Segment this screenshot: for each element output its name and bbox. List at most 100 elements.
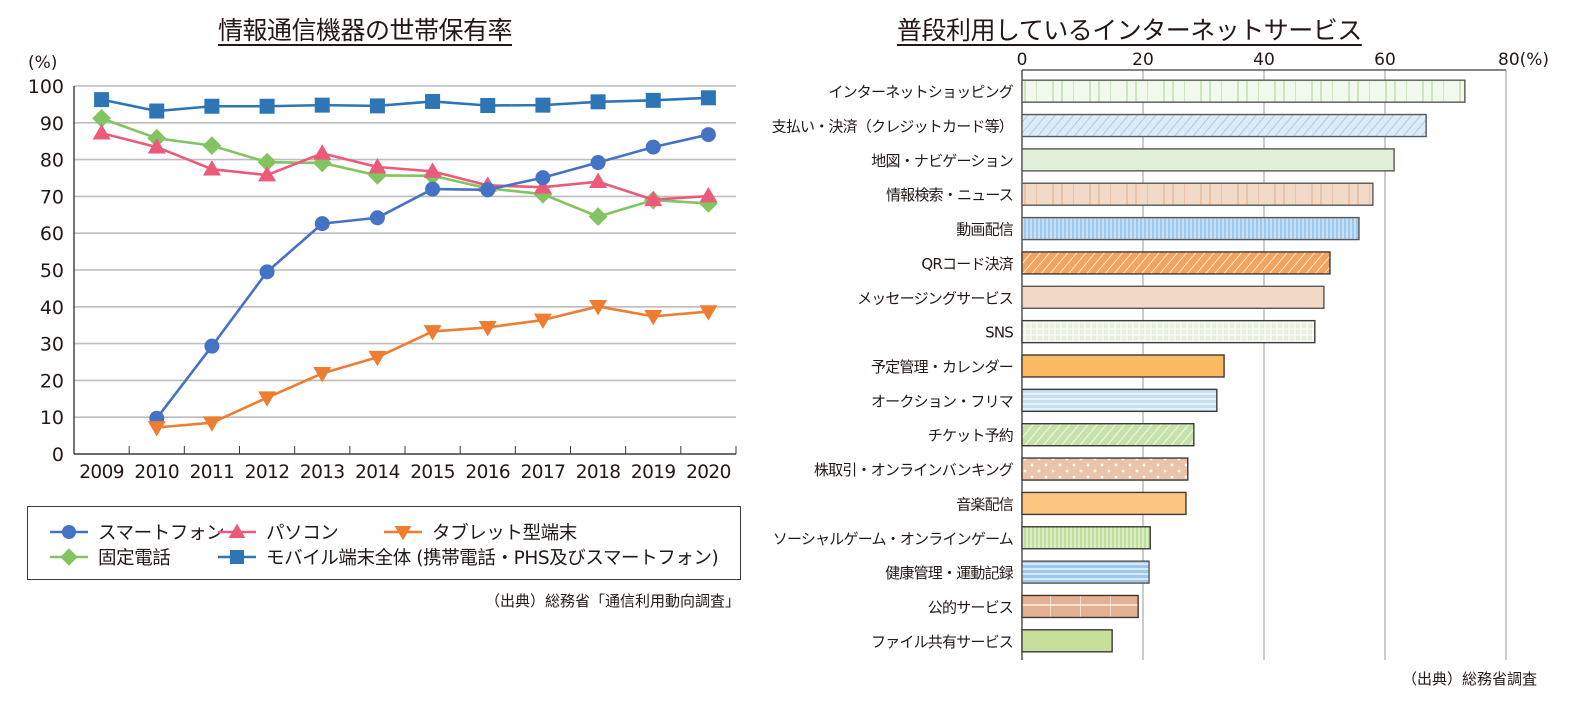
x-tick-label: 2012 (245, 462, 290, 483)
data-point (700, 127, 716, 143)
data-point (369, 210, 385, 226)
x-tick-label: 2018 (576, 462, 621, 483)
data-point (149, 103, 165, 119)
series-line (101, 131, 709, 202)
x-tick-label: 2017 (521, 462, 566, 483)
category-label: QRコード決済 (921, 255, 1013, 273)
line-chart: (%) 0 10 20 30 40 50 60 70 80 90 100 2009 2010 2011 20… (28, 53, 737, 483)
x-tick-label: 60 (1374, 50, 1396, 70)
y-tick-label: 100 (28, 76, 64, 98)
y-tick-label: 10 (40, 407, 64, 429)
data-point (423, 325, 442, 341)
x-tick-label: 2019 (631, 462, 676, 483)
bar (1021, 113, 1427, 138)
series-1 (92, 124, 718, 207)
data-point (425, 93, 441, 109)
data-point (644, 309, 663, 326)
legend-marker (62, 525, 76, 539)
data-point (258, 166, 277, 182)
data-point (369, 98, 385, 114)
bar (1021, 594, 1139, 619)
data-point (699, 187, 718, 203)
legend-label: モバイル端末全体 (携帯電話・PHS及びスマートフォン) (266, 548, 718, 569)
bar (1021, 285, 1325, 309)
category-label: チケット予約 (928, 427, 1013, 445)
x-tick-label: 2009 (79, 462, 124, 483)
bar (1021, 251, 1331, 275)
x-tick-label: 0 (1017, 50, 1028, 70)
category-label: メッセージングサービス (857, 289, 1013, 307)
x-tick-label: 40 (1253, 50, 1275, 70)
bar-chart-source: （出典）総務省調査 (1401, 670, 1537, 688)
data-point (589, 172, 608, 189)
category-label: 支払い・決済（クレジットカード等） (772, 118, 1013, 136)
x-tick-label: 2015 (410, 462, 455, 483)
data-point (590, 155, 606, 171)
data-point (202, 160, 221, 176)
x-tick-label: 80(%) (1498, 50, 1549, 70)
series-3 (92, 109, 718, 227)
data-point (480, 182, 496, 198)
data-point (259, 264, 275, 280)
data-point (588, 207, 608, 227)
y-tick-label: 80 (40, 150, 64, 172)
data-point (645, 139, 661, 155)
data-point (590, 94, 606, 110)
line-chart-source: （出典）総務省「通信利用動向調査」 (484, 592, 740, 610)
data-point (535, 97, 551, 113)
legend-marker (230, 550, 244, 564)
data-point (535, 170, 551, 186)
x-tick-label: 2013 (300, 462, 345, 483)
category-label: 動画配信 (956, 221, 1014, 239)
bar (1021, 423, 1195, 447)
data-point (368, 350, 387, 367)
data-point (645, 92, 661, 108)
data-point (533, 178, 552, 194)
data-point (259, 98, 275, 114)
category-label: インターネットショッピング (828, 83, 1013, 101)
category-label: 健康管理・運動記録 (885, 564, 1014, 582)
data-point (257, 152, 277, 172)
y-tick-label: 20 (40, 370, 64, 392)
y-tick-label: 50 (40, 260, 64, 282)
bar (1021, 491, 1187, 516)
data-point (204, 98, 220, 114)
series-line (156, 305, 709, 429)
series-line (101, 117, 709, 218)
bar (1021, 182, 1374, 206)
bar (1021, 629, 1113, 653)
x-tick-label: 2020 (686, 462, 731, 483)
series-line (101, 96, 709, 113)
legend-label: パソコン (266, 523, 338, 544)
legend-label: 固定電話 (98, 548, 170, 569)
line-chart-legend: スマートフォン パソコン タブレット型端末 固定電話 モバイル端末全体 (携帯電話・PH… (27, 506, 741, 580)
data-point (147, 138, 166, 154)
y-tick-label: 30 (40, 334, 64, 356)
legend-marker (394, 526, 412, 541)
bar (1021, 457, 1189, 481)
series-4 (94, 90, 716, 119)
data-point (699, 305, 718, 321)
bar (1021, 319, 1316, 344)
y-tick-label: 0 (52, 444, 64, 466)
category-label: 音楽配信 (956, 495, 1014, 513)
category-label: 株取引・オンラインバンキング (814, 461, 1014, 479)
legend-marker (228, 523, 246, 538)
category-label: ソーシャルゲーム・オンラインゲーム (773, 530, 1013, 548)
bar (1021, 216, 1360, 241)
data-point (94, 92, 110, 108)
x-tick-label: 20 (1132, 50, 1154, 70)
data-point (147, 421, 166, 437)
category-label: 地図・ナビゲーション (871, 152, 1013, 170)
data-point (644, 190, 663, 207)
category-label: SNS (985, 324, 1013, 342)
line-chart-title: 情報通信機器の世帯保有率 (218, 16, 513, 45)
data-point (425, 181, 441, 197)
category-label: ファイル共有サービス (871, 633, 1013, 651)
data-point (258, 391, 277, 407)
data-point (92, 124, 111, 140)
bar (1021, 560, 1150, 584)
bar (1021, 388, 1218, 413)
data-point (478, 321, 497, 337)
category-label: オークション・フリマ (871, 392, 1013, 410)
